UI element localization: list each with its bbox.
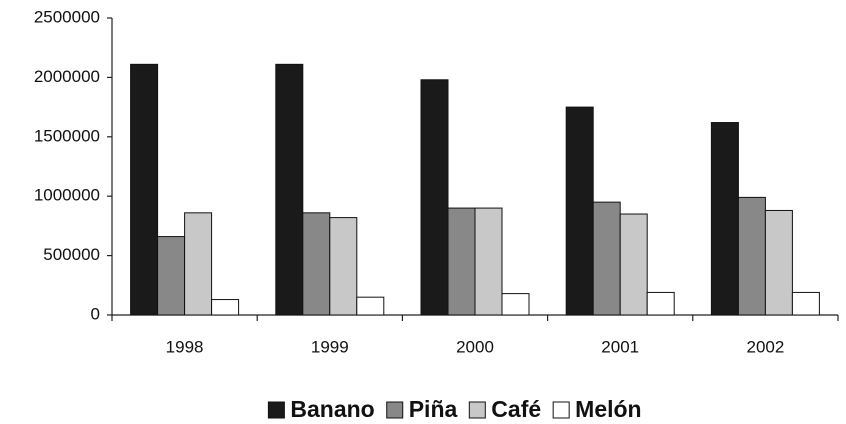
y-tick-label: 0 (91, 304, 100, 323)
bar (329, 217, 358, 316)
bar (501, 293, 530, 316)
bar (211, 299, 240, 316)
bar (130, 63, 159, 316)
bar (565, 106, 594, 316)
x-tick-label: 1998 (166, 337, 204, 356)
bar (710, 122, 739, 316)
bar (474, 207, 503, 316)
y-tick-label: 500000 (43, 245, 100, 264)
bar (302, 212, 331, 316)
bar (592, 201, 621, 316)
bar (420, 79, 449, 316)
legend-swatch (552, 401, 570, 419)
bar (791, 291, 820, 316)
y-tick-label: 2000000 (34, 67, 100, 86)
bar (619, 213, 648, 316)
legend-label: Melón (575, 396, 641, 422)
x-tick-label: 1999 (311, 337, 349, 356)
legend-swatch (386, 401, 404, 419)
y-tick-label: 2500000 (34, 7, 100, 26)
y-tick-label: 1500000 (34, 126, 100, 145)
bar (356, 296, 385, 316)
legend-label: Banano (290, 396, 374, 422)
x-tick-label: 2000 (456, 337, 494, 356)
bar (646, 291, 675, 316)
x-tick-label: 2002 (746, 337, 784, 356)
bar (157, 236, 186, 316)
bar (184, 212, 213, 316)
bar (737, 196, 766, 316)
bar (447, 207, 476, 316)
legend-label: Piña (409, 396, 458, 422)
legend-label: Café (491, 396, 541, 422)
legend-swatch (267, 401, 285, 419)
bar (764, 209, 793, 316)
bar (275, 63, 304, 316)
legend-swatch (468, 401, 486, 419)
x-tick-label: 2001 (601, 337, 639, 356)
y-tick-label: 1000000 (34, 186, 100, 205)
